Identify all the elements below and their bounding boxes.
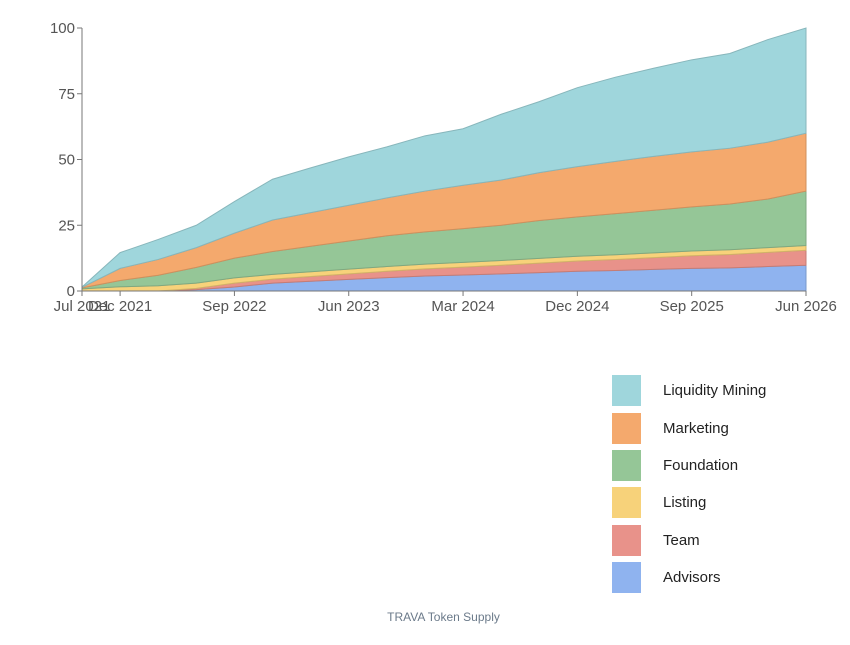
legend-swatch xyxy=(612,375,641,407)
y-tick-label: 50 xyxy=(58,152,75,169)
x-tick-label: Jun 2023 xyxy=(318,298,380,315)
legend-label: Marketing xyxy=(663,419,729,437)
x-tick-label: Sep 2025 xyxy=(660,298,724,315)
x-tick-label: Dec 2021 xyxy=(88,298,152,315)
x-tick-label: Mar 2024 xyxy=(431,298,494,315)
legend-label: Team xyxy=(663,531,700,549)
legend-item-marketing: Marketing xyxy=(612,409,766,446)
legend-item-advisors: Advisors xyxy=(612,559,766,596)
x-tick-label: Jul 2021 xyxy=(54,298,111,315)
legend-label: Listing xyxy=(663,494,707,512)
legend-swatch xyxy=(612,449,641,481)
legend-item-listing: Listing xyxy=(612,484,766,521)
legend-swatch xyxy=(612,487,641,519)
legend-swatch xyxy=(612,524,641,556)
x-tick-label: Sep 2022 xyxy=(202,298,266,315)
y-tick-label: 25 xyxy=(58,217,75,234)
y-tick-label: 0 xyxy=(67,283,75,300)
x-tick-label: Dec 2024 xyxy=(545,298,609,315)
legend-label: Foundation xyxy=(663,456,739,474)
legend-swatch xyxy=(612,412,641,444)
x-tick-label: Jun 2026 xyxy=(775,298,837,315)
y-tick-label: 75 xyxy=(58,86,75,103)
legend-item-liquidity-mining: Liquidity Mining xyxy=(612,372,766,409)
legend-swatch xyxy=(612,562,641,594)
area-layers xyxy=(81,27,807,292)
chart-caption: TRAVA Token Supply xyxy=(387,610,500,624)
legend-label: Advisors xyxy=(663,569,721,587)
legend-label: Liquidity Mining xyxy=(663,382,767,400)
legend-item-team: Team xyxy=(612,522,766,559)
legend-item-foundation: Foundation xyxy=(612,447,766,484)
legend: Liquidity Mining Marketing Foundation Listi… xyxy=(612,372,766,596)
y-tick-label: 100 xyxy=(50,20,75,37)
area-liquidity-mining xyxy=(81,27,807,289)
